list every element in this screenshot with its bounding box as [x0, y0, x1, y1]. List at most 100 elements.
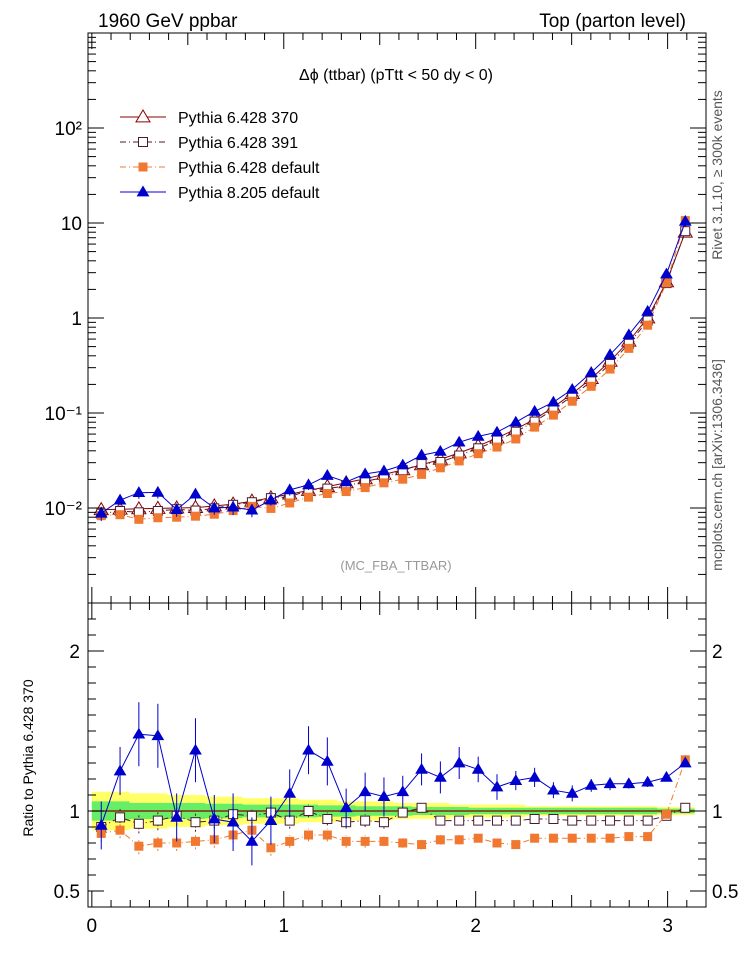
y-tick-label: 10⁻¹ [45, 404, 83, 425]
ratio-point-p391 [322, 814, 333, 824]
ratio-point-p8 [678, 756, 692, 768]
ratio-point-pdef [661, 809, 671, 819]
main-point-pdef [115, 510, 125, 520]
ratio-point-p391 [548, 814, 559, 824]
ratio-point-p391 [416, 802, 427, 813]
ratio-point-p8 [565, 786, 579, 798]
main-point-p8 [641, 304, 655, 316]
ratio-point-p391 [473, 815, 484, 826]
ratio-point-pdef [473, 833, 483, 843]
ratio-point-p391 [152, 815, 163, 826]
ratio-point-p8 [113, 764, 127, 776]
main-point-p8 [320, 468, 334, 480]
ratio-point-p391 [284, 815, 295, 826]
main-point-p8 [264, 493, 278, 505]
legend-marker [135, 109, 151, 123]
ratio-y-tick-label-right: 2 [712, 642, 723, 663]
ratio-point-pdef [285, 836, 295, 846]
ratio-point-p8 [189, 743, 202, 755]
ratio-point-pdef [530, 833, 540, 843]
ratio-point-pdef [605, 833, 615, 843]
ratio-axis-label: Ratio to Pythia 6.428 370 [20, 679, 36, 836]
ratio-point-pdef [322, 830, 332, 840]
ratio-point-p391 [586, 815, 597, 826]
main-point-pdef [398, 474, 408, 484]
main-point-pdef [567, 396, 577, 406]
main-point-p8 [170, 503, 184, 515]
main-point-pdef [417, 469, 427, 479]
ratio-point-p8 [641, 775, 655, 787]
ratio-point-p8 [471, 762, 485, 774]
main-point-pdef [548, 410, 558, 420]
ratio-point-pdef [454, 835, 464, 845]
ratio-panel: 0.5 0.5 1 1 2 2 0 1 2 3 Ratio to Pythia 6.428 370 [20, 602, 738, 937]
ratio-point-p8 [170, 810, 184, 822]
main-point-p8 [207, 501, 221, 513]
main-point-pdef [322, 489, 332, 499]
main-point-p8 [490, 425, 504, 437]
ratio-point-p8 [434, 770, 447, 782]
main-point-pdef [435, 463, 445, 473]
ratio-point-pdef [379, 836, 389, 846]
main-point-p8 [377, 464, 391, 476]
main-point-pdef [454, 456, 464, 466]
main-point-pdef [379, 478, 389, 488]
ratio-point-pdef [134, 841, 144, 851]
ratio-point-p391 [378, 817, 389, 828]
ratio-point-p8 [377, 790, 391, 801]
y-tick-label: 1 [71, 309, 82, 330]
ratio-point-pdef [567, 833, 577, 843]
ratio-point-p8 [509, 774, 523, 785]
main-point-p8 [584, 365, 598, 377]
main-point-pdef [153, 513, 163, 523]
ratio-frame [87, 602, 707, 908]
ratio-point-p8 [94, 818, 108, 830]
ratio-point-p8 [452, 756, 466, 768]
main-point-pdef [511, 434, 521, 444]
ratio-point-p391 [115, 812, 126, 823]
main-point-pdef [360, 483, 370, 493]
main-point-pdef [605, 364, 615, 374]
ratio-point-p8 [584, 778, 598, 790]
ratio-point-pdef [115, 825, 125, 835]
main-point-p8 [678, 214, 692, 226]
ratio-point-p8 [358, 785, 372, 797]
ratio-point-pdef [586, 833, 596, 843]
x-tick-label: 2 [470, 916, 481, 937]
main-point-p8 [283, 483, 297, 495]
ratio-point-p391 [605, 815, 616, 826]
ratio-point-p391 [623, 815, 634, 826]
y-tick-label: 10 [61, 214, 82, 235]
ratio-point-pdef [511, 840, 521, 850]
main-point-pdef [643, 320, 653, 330]
ratio-point-pdef [304, 830, 314, 840]
ratio-point-p8 [415, 762, 428, 774]
ratio-point-p8 [302, 743, 315, 755]
main-point-pdef [530, 422, 540, 432]
ratio-point-p391 [567, 815, 578, 826]
legend-marker [138, 137, 148, 147]
x-tick-label: 3 [662, 916, 673, 937]
main-point-p8 [226, 500, 240, 512]
main-point-pdef [266, 503, 276, 513]
ratio-point-p8 [339, 801, 353, 813]
main-line-p8 [100, 221, 686, 514]
main-series-p391 [96, 226, 691, 519]
main-point-p8 [434, 444, 447, 456]
main-point-p8 [189, 487, 202, 499]
ratio-point-p391 [454, 815, 465, 826]
ratio-point-p391 [435, 815, 446, 826]
ratio-point-pdef [492, 838, 502, 848]
rivet-version-label: Rivet 3.1.10, ≥ 300k events [709, 90, 725, 260]
main-point-p8 [622, 328, 636, 340]
main-point-pdef [624, 343, 634, 353]
ratio-point-pdef [266, 843, 276, 853]
main-point-p8 [339, 475, 353, 487]
main-point-pdef [341, 487, 351, 497]
main-point-pdef [473, 449, 483, 459]
ratio-point-p8 [490, 780, 504, 792]
ratio-point-p8 [622, 777, 636, 789]
main-point-p8 [603, 348, 617, 360]
main-point-pdef [190, 511, 200, 521]
